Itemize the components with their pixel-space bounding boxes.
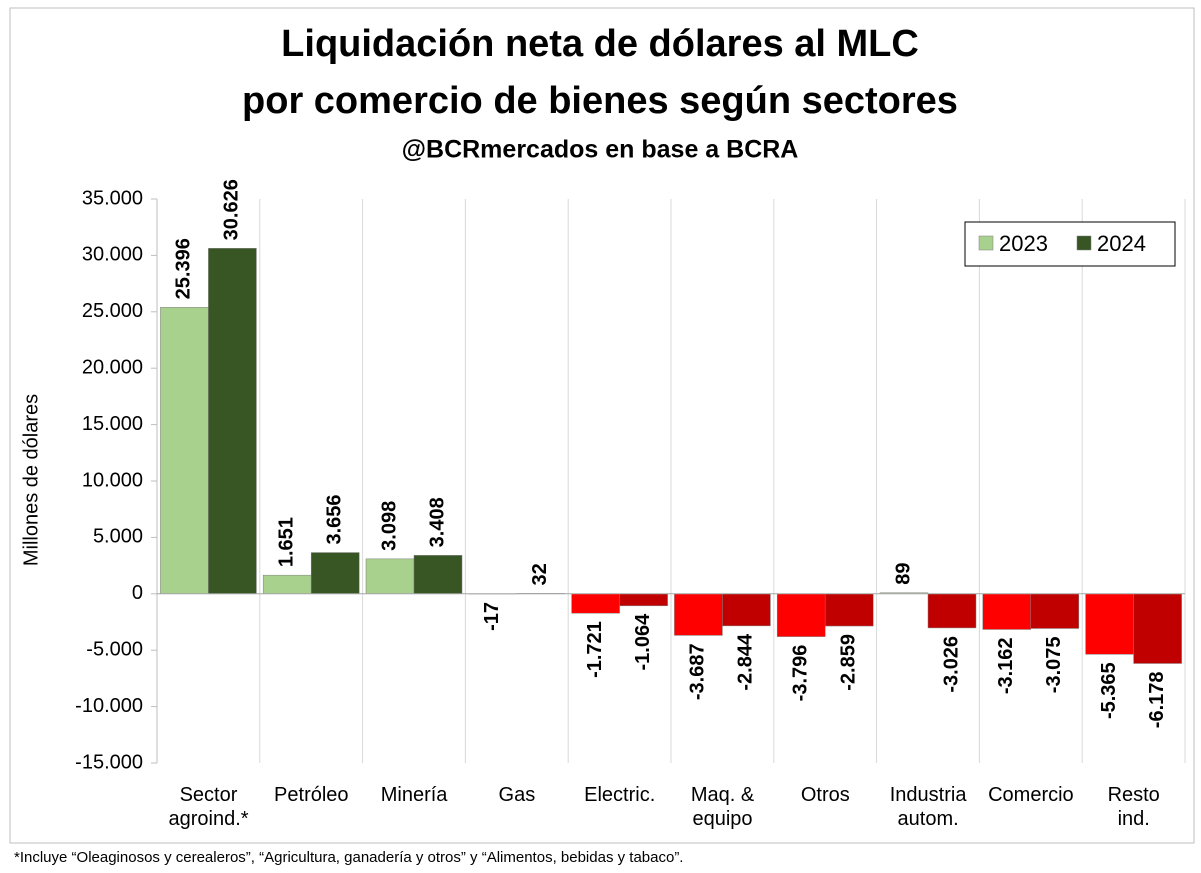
bar: [982, 593, 1032, 630]
bar: [674, 593, 723, 636]
data-label: 3.656: [323, 494, 345, 544]
data-label: -3.162: [995, 637, 1017, 694]
data-label: 25.396: [173, 238, 195, 299]
data-label: -2.859: [837, 634, 859, 691]
data-label: -17: [481, 602, 503, 631]
bar: [160, 307, 209, 595]
chart-title: Liquidación neta de dólares al MLC: [281, 23, 919, 65]
y-tick-label: 20.000: [82, 356, 143, 378]
bar: [413, 555, 463, 595]
x-tick-label: Sector agroind.*: [168, 784, 249, 830]
data-label: -2.844: [735, 633, 757, 691]
x-tick-label: Otros: [800, 784, 850, 806]
y-tick-label: -5.000: [86, 638, 143, 660]
y-axis-label: Millones de dólares: [20, 394, 42, 566]
y-tick-label: -10.000: [75, 695, 143, 717]
x-tick-label: Petróleo: [274, 784, 349, 806]
data-label: 30.626: [221, 179, 243, 240]
bar: [571, 593, 620, 614]
x-tick-label: Comercio: [988, 784, 1074, 806]
y-tick-label: 25.000: [82, 300, 143, 322]
bar: [619, 593, 668, 607]
data-label: 1.651: [275, 517, 297, 567]
y-tick-label: 15.000: [82, 413, 143, 435]
y-tick-label: 30.000: [82, 244, 143, 266]
x-tick-label: Maq. & equipo: [690, 784, 755, 830]
y-tick-label: 5.000: [93, 526, 143, 548]
data-label: 89: [892, 563, 914, 585]
y-tick-label: 35.000: [82, 187, 143, 209]
legend-box: [964, 221, 1176, 267]
bar: [824, 593, 874, 627]
data-label: -1.064: [632, 613, 654, 671]
legend-swatch: [978, 235, 994, 251]
chart-border: [9, 7, 1195, 844]
y-tick-label: 0: [132, 582, 143, 604]
data-label: -3.687: [687, 643, 709, 700]
data-label: -3.075: [1043, 636, 1065, 693]
x-tick-label: Resto ind.: [1107, 784, 1160, 830]
bar: [927, 593, 977, 629]
data-label: -5.365: [1098, 662, 1120, 719]
legend-label: 2023: [999, 231, 1048, 256]
bar: [262, 574, 312, 595]
bar: [208, 248, 257, 595]
data-label: 3.408: [426, 497, 448, 547]
bar: [310, 552, 360, 595]
chart-title-line2: por comercio de bienes según sectores: [242, 80, 958, 122]
data-label: 32: [529, 563, 551, 585]
legend-swatch: [1076, 235, 1092, 251]
footnote: *Incluye “Oleaginosos y cerealeros”, “Ag…: [14, 849, 683, 866]
legend-label: 2024: [1097, 231, 1146, 256]
data-label: -3.796: [789, 645, 811, 702]
data-label: -3.026: [940, 636, 962, 693]
bar: [776, 593, 826, 637]
x-tick-label: Minería: [380, 784, 448, 806]
data-label: -1.721: [584, 621, 606, 678]
data-label: -6.178: [1146, 671, 1168, 728]
y-tick-label: -15.000: [75, 751, 143, 773]
x-tick-label: Gas: [498, 784, 536, 806]
bar: [1030, 593, 1080, 629]
bar: [1133, 593, 1182, 664]
bar: [1085, 593, 1134, 655]
y-tick-label: 10.000: [82, 469, 143, 491]
data-label: 3.098: [378, 501, 400, 551]
chart-subtitle: @BCRmercados en base a BCRA: [402, 136, 799, 164]
x-tick-label: Industria autom.: [889, 784, 967, 830]
x-tick-label: Electric.: [584, 784, 656, 806]
bar: [365, 558, 415, 595]
bar: [722, 593, 771, 627]
